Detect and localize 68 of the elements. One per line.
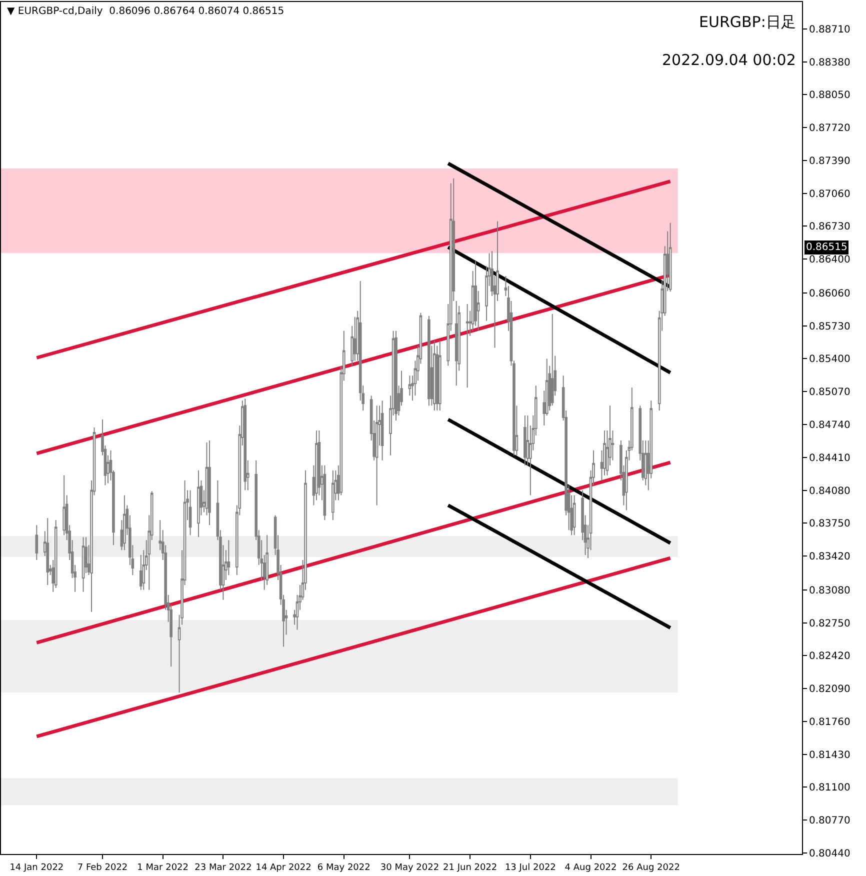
x-tick-label: 13 Jul 2022	[504, 862, 556, 873]
y-tick-label: 0.88050	[809, 90, 850, 102]
candlestick	[428, 315, 430, 406]
candlestick	[408, 375, 412, 396]
x-tick-label: 1 Mar 2022	[137, 862, 189, 873]
y-tick-label: 0.87390	[809, 156, 850, 167]
candlestick	[54, 520, 58, 588]
candlestick	[188, 490, 192, 536]
annotation: 2022.09.04 00:02	[662, 51, 796, 69]
candlestick	[323, 464, 326, 521]
x-tick-label: 23 Mar 2022	[194, 862, 252, 873]
candlestick	[35, 524, 38, 561]
candlestick	[438, 340, 442, 412]
x-tick-label: 30 May 2022	[380, 862, 440, 873]
y-tick-label: 0.80770	[809, 816, 850, 827]
y-tick-label: 0.81760	[809, 716, 850, 728]
candlestick	[123, 494, 126, 551]
y-tick-label: 0.86400	[809, 254, 850, 266]
x-tick-label: 6 May 2022	[317, 862, 370, 873]
y-tick-label: 0.82750	[809, 618, 850, 630]
x-tick-label: 7 Feb 2022	[77, 862, 128, 873]
y-tick-label: 0.83750	[809, 518, 850, 530]
y-tick-label: 0.81100	[809, 782, 850, 794]
candlestick	[572, 494, 576, 536]
y-tick-label: 0.85400	[809, 354, 850, 366]
candlestick	[375, 405, 378, 506]
y-tick-label: 0.84080	[809, 486, 850, 497]
candlestick	[668, 222, 672, 292]
candlestick	[244, 398, 247, 491]
candlestick	[394, 330, 398, 422]
candlestick	[197, 470, 200, 538]
x-tick-label: 21 Jun 2022	[443, 862, 498, 873]
x-tick-label: 14 Apr 2022	[256, 862, 312, 873]
y-tick-label: 0.83420	[809, 552, 850, 563]
y-tick-label: 0.84410	[809, 452, 850, 464]
y-tick-label: 0.88380	[809, 57, 850, 68]
annotation: 0.86515	[806, 242, 848, 253]
candlestick	[380, 400, 384, 461]
candlestick	[332, 470, 334, 521]
y-tick-label: 0.82420	[809, 651, 850, 662]
annotation: EURGBP:日足	[699, 13, 796, 31]
y-tick-label: 0.83080	[809, 585, 850, 596]
candlestick	[62, 474, 66, 536]
y-tick-label: 0.84740	[809, 420, 850, 432]
candlestick	[454, 300, 458, 386]
candlestick	[524, 415, 526, 466]
candlestick	[466, 303, 469, 388]
candlestick	[82, 536, 85, 592]
x-tick-label: 4 Aug 2022	[564, 862, 617, 873]
y-tick-label: 0.88710	[809, 24, 850, 36]
candlestick	[436, 345, 439, 412]
x-tick-label: 14 Jan 2022	[10, 862, 64, 873]
x-tick-label: 26 Aug 2022	[622, 862, 680, 873]
candlestick	[315, 430, 318, 501]
y-tick-label: 0.87060	[809, 188, 850, 200]
y-tick-label: 0.87720	[809, 123, 850, 134]
candlestick	[550, 313, 554, 406]
y-tick-label: 0.82090	[809, 684, 850, 696]
candlestick	[46, 518, 50, 586]
y-tick-label: 0.80440	[809, 848, 850, 860]
candlestick	[433, 340, 436, 412]
y-tick-label: 0.85070	[809, 387, 850, 398]
y-tick-label: 0.86060	[809, 288, 850, 300]
chart-title: ▼ EURGBP-cd,Daily 0.86096 0.86764 0.86074 0.86515	[7, 6, 284, 17]
y-tick-label: 0.86730	[809, 222, 850, 233]
y-tick-label: 0.81430	[809, 750, 850, 761]
y-tick-label: 0.85730	[809, 321, 850, 332]
candlestick	[208, 440, 211, 526]
